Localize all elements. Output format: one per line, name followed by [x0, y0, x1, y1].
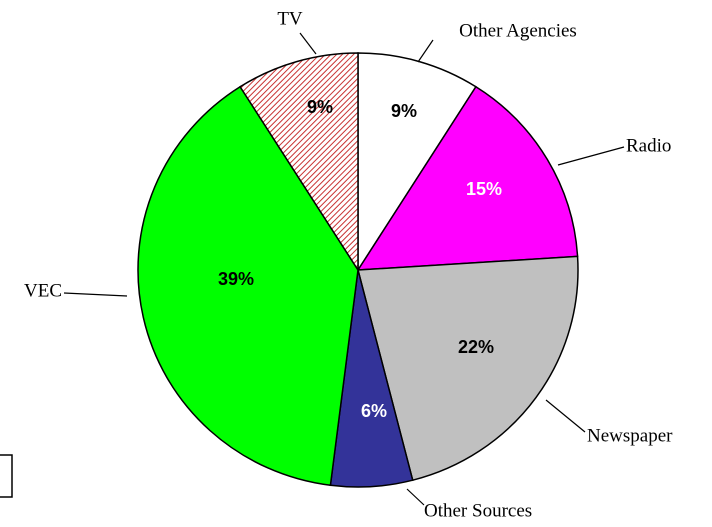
pie-slice	[357, 52, 477, 273]
legend-box	[0, 454, 13, 498]
category-label: Other Sources	[424, 500, 532, 521]
value-label: 9%	[307, 97, 333, 117]
value-label: 22%	[458, 337, 494, 357]
pie-slice	[357, 255, 579, 482]
category-label: Other Agencies	[459, 20, 577, 41]
leader-line	[63, 292, 128, 297]
value-label: 9%	[391, 101, 417, 121]
category-label: Radio	[626, 135, 671, 156]
value-label: 6%	[361, 401, 387, 421]
category-label: Newspaper	[587, 425, 673, 446]
leader-line	[557, 146, 625, 166]
value-label: 15%	[466, 179, 502, 199]
leader-line	[299, 32, 317, 55]
category-label: VEC	[24, 280, 62, 301]
pie-slice	[137, 85, 359, 487]
pie-slice	[239, 52, 359, 273]
value-label: 39%	[218, 269, 254, 289]
pie-slice	[356, 85, 579, 271]
leader-line	[417, 39, 434, 63]
category-label: TV	[277, 8, 303, 29]
leader-line	[406, 488, 425, 506]
leader-line	[545, 399, 586, 433]
